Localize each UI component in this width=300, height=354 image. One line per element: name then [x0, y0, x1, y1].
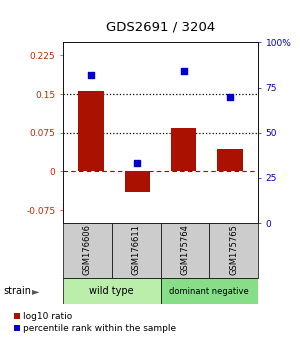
Text: GDS2691 / 3204: GDS2691 / 3204 [106, 21, 215, 34]
Text: GSM175764: GSM175764 [180, 224, 189, 275]
Bar [112, 223, 160, 278]
Bar [124, 171, 150, 192]
Text: GSM175765: GSM175765 [229, 224, 238, 275]
Bar [160, 223, 209, 278]
Point [88, 72, 93, 78]
Legend: log10 ratio, percentile rank within the sample: log10 ratio, percentile rank within the … [14, 313, 177, 333]
Bar [63, 223, 112, 278]
Bar [218, 149, 243, 171]
Bar [63, 278, 160, 304]
Point [228, 94, 232, 99]
Text: dominant negative: dominant negative [169, 287, 249, 296]
Bar [171, 127, 196, 171]
Bar [78, 91, 103, 171]
Bar [160, 278, 258, 304]
Text: wild type: wild type [89, 286, 134, 296]
Text: GSM176606: GSM176606 [83, 224, 92, 275]
Point [181, 69, 186, 74]
Text: GSM176611: GSM176611 [132, 224, 141, 275]
Text: ►: ► [32, 286, 39, 296]
Point [135, 161, 140, 166]
Text: strain: strain [3, 286, 31, 296]
Bar [209, 223, 258, 278]
